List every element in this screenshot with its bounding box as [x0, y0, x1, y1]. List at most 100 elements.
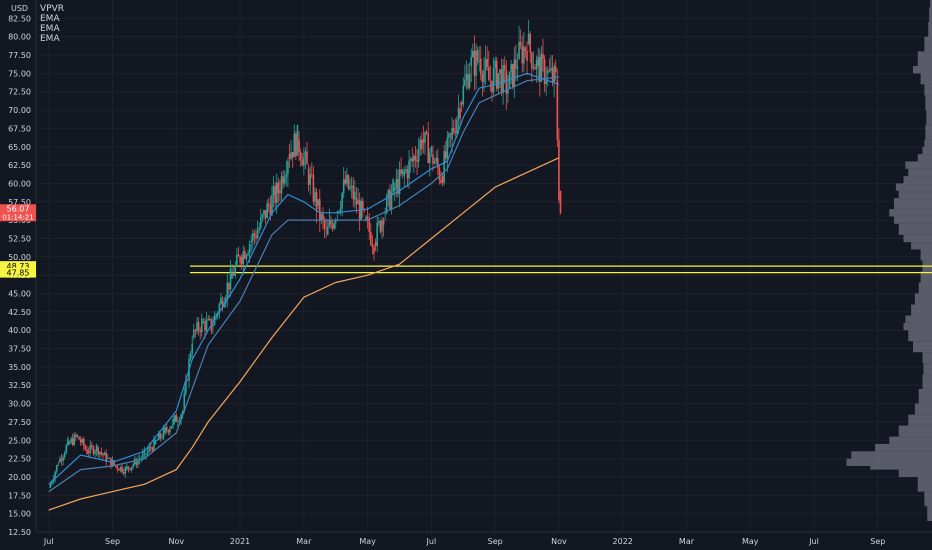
legend-item-ema-2[interactable]: EMA: [40, 24, 60, 34]
candle-body: [194, 330, 197, 332]
ema-fast-line: [48, 72, 560, 485]
candle-body: [551, 68, 554, 83]
candle-body: [384, 212, 386, 214]
candle-body: [205, 320, 208, 331]
candle-body: [149, 446, 152, 449]
volume-profile-bar: [922, 374, 932, 389]
volume-profile-bar: [925, 95, 932, 111]
volume-profile-bar: [895, 183, 932, 191]
candle-body: [553, 66, 555, 83]
candle-body: [406, 169, 409, 179]
candle-body: [282, 176, 284, 184]
candle-body: [446, 137, 449, 159]
x-tick-label: 2021: [230, 537, 250, 546]
candle-body: [151, 448, 154, 451]
volume-profile-bar: [917, 51, 932, 67]
y-tick-label: 30.00: [8, 400, 31, 409]
candle-body: [527, 33, 530, 45]
candle-body: [492, 68, 495, 93]
x-tick-label: Jul: [426, 537, 437, 546]
candle-body: [398, 169, 401, 195]
candle-body: [326, 226, 329, 235]
last-price-badge: [0, 204, 36, 222]
candle-body: [328, 220, 331, 227]
candle-body: [330, 220, 332, 225]
x-tick-label: May: [359, 537, 376, 546]
currency-label: USD: [11, 4, 29, 13]
candle-body: [430, 146, 433, 153]
candle-body: [264, 210, 267, 219]
candle-body: [521, 45, 524, 64]
candle-body: [207, 318, 209, 321]
candle-body: [424, 131, 426, 143]
x-tick-label: Sep: [870, 537, 885, 546]
candle-body: [476, 50, 479, 62]
candle-body: [304, 151, 307, 158]
candle-body: [382, 220, 385, 226]
volume-profile-bar: [870, 465, 932, 470]
volume-profile-bar: [923, 363, 932, 375]
volume-profile-bar: [875, 443, 932, 452]
candle-body: [441, 176, 444, 183]
candle-body: [472, 50, 474, 57]
volume-profile-bar: [920, 73, 932, 85]
y-tick-label: 45.00: [8, 290, 31, 299]
candle-body: [121, 466, 123, 473]
candle-body: [397, 178, 399, 195]
candle-body: [183, 393, 186, 411]
candle-body: [283, 177, 286, 184]
candle-body: [456, 119, 458, 134]
candle-body: [204, 321, 206, 331]
x-tick-label: Sep: [105, 537, 120, 546]
legend-item-vpvr[interactable]: VPVR: [40, 4, 64, 14]
volume-profile-bar: [903, 176, 932, 184]
candle-body: [529, 33, 532, 53]
candle-body: [543, 59, 546, 84]
candle-body: [306, 151, 308, 165]
candle-body: [513, 59, 516, 87]
candle-body: [76, 434, 79, 437]
candle-body: [185, 380, 187, 394]
volume-profile-bar: [898, 223, 932, 235]
y-tick-label: 17.50: [8, 491, 31, 500]
candle-body: [457, 108, 460, 120]
candle-body: [516, 66, 519, 69]
candle-body: [178, 420, 181, 422]
volume-profile-bar: [918, 388, 932, 404]
candle-body: [220, 297, 222, 304]
candle-body: [559, 190, 562, 213]
y-tick-label: 40.00: [8, 326, 31, 335]
volume-profile-bar: [924, 491, 932, 507]
level-badge: [0, 267, 36, 278]
candle-body: [473, 50, 476, 76]
candle-body: [67, 438, 69, 446]
candle-body: [347, 175, 350, 189]
x-tick-label: Mar: [296, 537, 312, 546]
candle-body: [59, 458, 61, 463]
candle-body: [91, 445, 93, 447]
candle-body: [240, 256, 243, 265]
candle-body: [119, 466, 122, 471]
candle-body: [245, 255, 248, 259]
candle-body: [146, 450, 149, 454]
volume-profile-bar: [914, 293, 932, 305]
candle-body: [95, 445, 98, 452]
candle-body: [165, 427, 168, 431]
y-tick-label: 77.50: [8, 51, 31, 60]
candle-body: [448, 133, 450, 138]
legend-item-ema-1[interactable]: EMA: [40, 14, 60, 24]
candle-body: [248, 244, 251, 254]
volume-profile-bar: [908, 168, 932, 177]
candle-body: [137, 459, 139, 465]
candle-body: [433, 161, 436, 164]
legend-item-ema-3[interactable]: EMA: [40, 34, 60, 44]
candle-body: [381, 220, 383, 232]
candle-body: [71, 438, 74, 445]
candle-body: [234, 265, 237, 276]
volume-profile-bar: [922, 352, 932, 364]
candle-body: [124, 467, 127, 474]
candle-body: [196, 322, 198, 332]
candle-body: [532, 67, 535, 69]
candle-body: [140, 458, 143, 460]
